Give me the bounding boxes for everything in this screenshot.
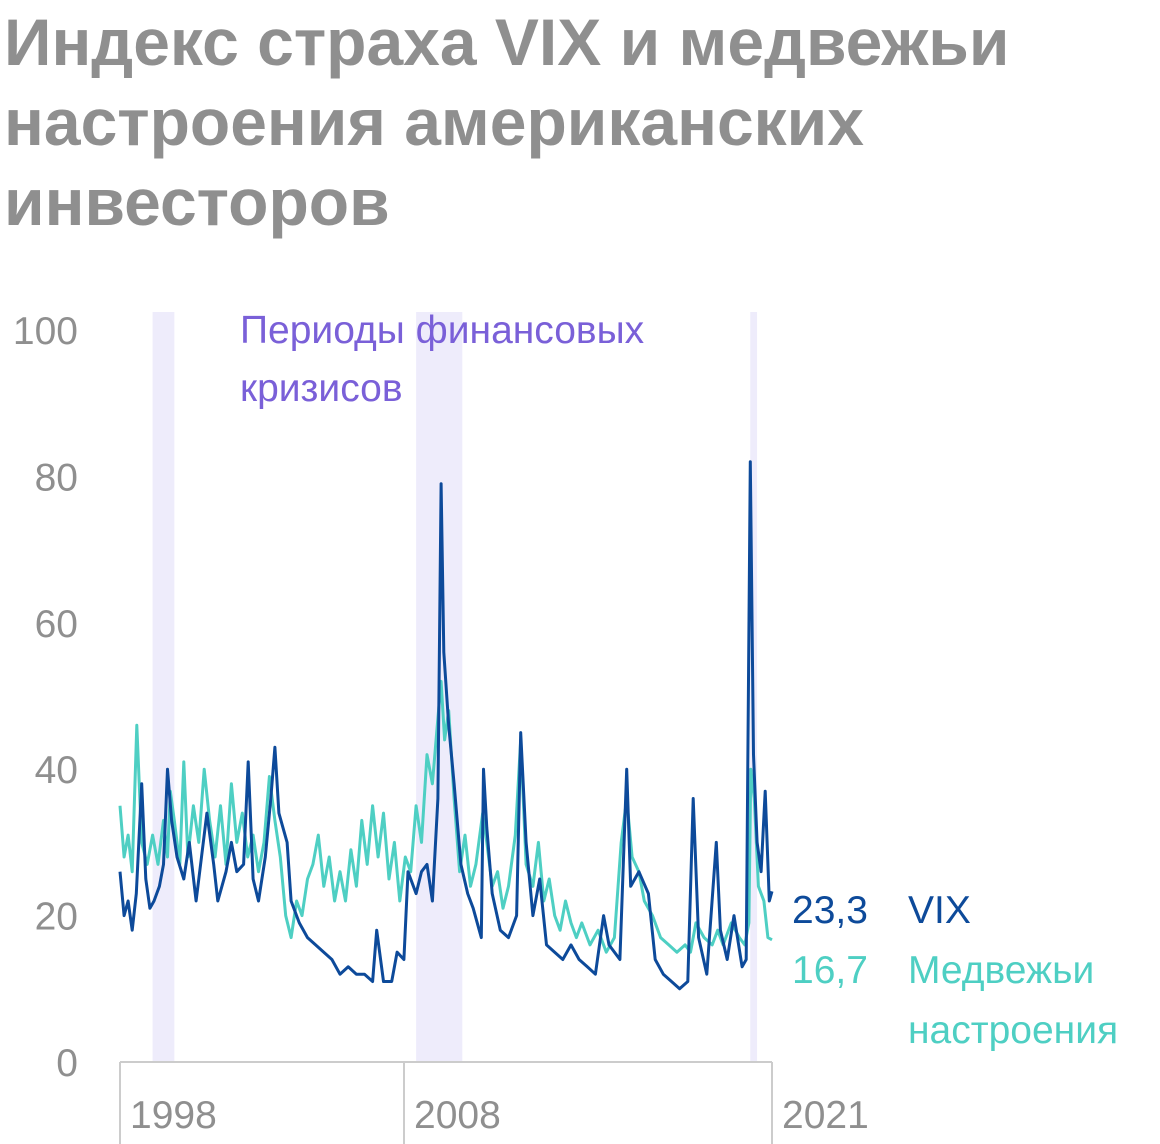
x-tick-label: 2008 xyxy=(414,1094,501,1137)
x-axis-ticks: 1998 2008 2021 xyxy=(119,1062,869,1144)
vix-end-value: 23,3 xyxy=(792,889,868,932)
series-line-bear xyxy=(118,679,773,954)
y-axis-ticks: 0 20 40 60 80 100 xyxy=(13,310,78,1085)
crisis-label-line: кризисов xyxy=(240,367,403,410)
series-lines xyxy=(118,460,774,991)
chart-labels: Периоды финансовых кризисов 23,3 VIX 16,7 Мед… xyxy=(240,309,1118,1052)
bear-series-name: Медвежьи xyxy=(908,949,1094,992)
bear-end-value: 16,7 xyxy=(792,949,868,992)
y-tick-label: 20 xyxy=(35,896,78,939)
crisis-label-line: Периоды финансовых xyxy=(240,309,645,352)
y-tick-label: 40 xyxy=(35,749,78,792)
y-tick-label: 60 xyxy=(35,603,78,646)
chart-title: Индекс страха VIX и медвежьи настроения … xyxy=(4,5,1010,239)
crisis-band-1 xyxy=(152,312,175,1062)
bear-series-name: настроения xyxy=(908,1009,1118,1052)
series-line-vix xyxy=(118,460,774,991)
x-tick-label: 1998 xyxy=(130,1094,217,1137)
y-tick-label: 100 xyxy=(13,310,78,353)
y-tick-label: 80 xyxy=(35,456,78,499)
y-tick-label: 0 xyxy=(56,1042,78,1085)
x-tick-label: 2021 xyxy=(782,1094,869,1137)
vix-series-name: VIX xyxy=(908,889,971,932)
crisis-bands xyxy=(152,312,758,1062)
